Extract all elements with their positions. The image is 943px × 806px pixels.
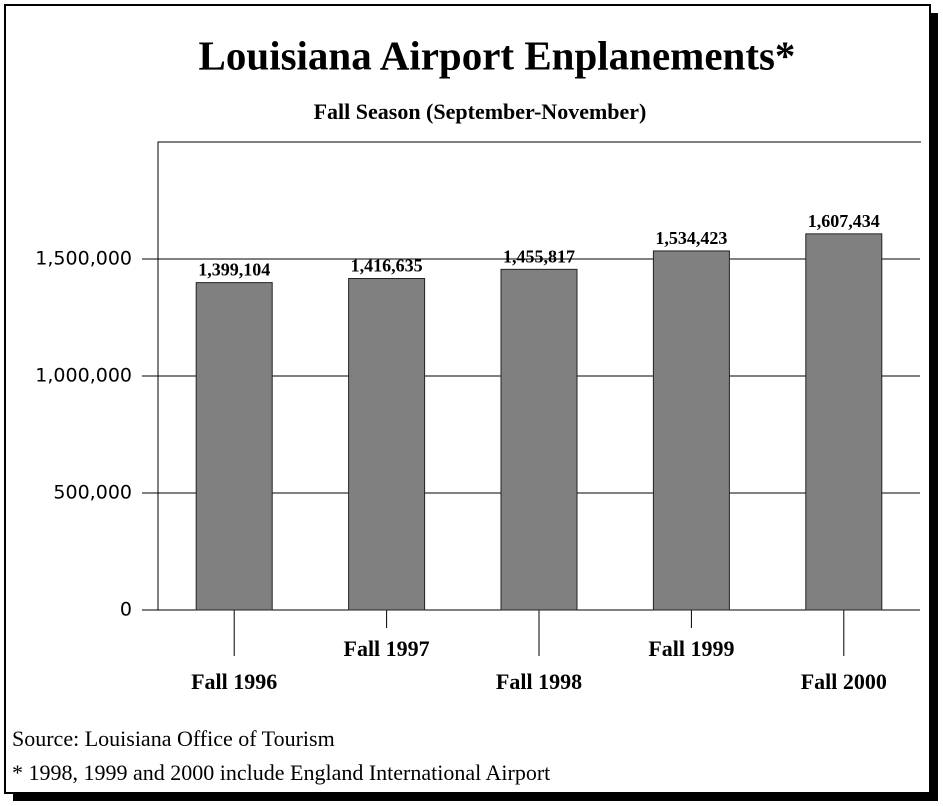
value-label: 1,534,423 — [655, 228, 727, 248]
value-label: 1,455,817 — [503, 246, 575, 266]
chart-title: Louisiana Airport Enplanements* — [199, 32, 796, 78]
chart-subtitle: Fall Season (September-November) — [314, 99, 647, 124]
value-label: 1,416,635 — [351, 256, 423, 276]
frame — [4, 4, 931, 794]
bar — [652, 250, 730, 611]
value-label: 1,399,104 — [198, 260, 270, 280]
y-tick-label: 1,000,000 — [35, 365, 132, 387]
bar — [195, 282, 273, 611]
x-tick-label: Fall 1999 — [648, 636, 734, 661]
value-label: 1,607,434 — [808, 211, 880, 231]
footnote: * 1998, 1999 and 2000 include England In… — [12, 760, 550, 785]
source-note: Source: Louisiana Office of Tourism — [12, 726, 335, 751]
x-tick-label: Fall 1997 — [344, 636, 430, 661]
y-tick-label: 1,500,000 — [35, 248, 132, 270]
bar — [500, 268, 578, 611]
y-tick-label: 500,000 — [53, 482, 132, 504]
plot-frame — [157, 141, 921, 610]
bar — [348, 278, 426, 611]
bar — [805, 233, 883, 611]
x-tick-label: Fall 2000 — [801, 669, 887, 694]
x-tick-label: Fall 1996 — [191, 669, 277, 694]
y-tick-label: 0 — [120, 599, 132, 621]
x-tick-label: Fall 1998 — [496, 669, 582, 694]
